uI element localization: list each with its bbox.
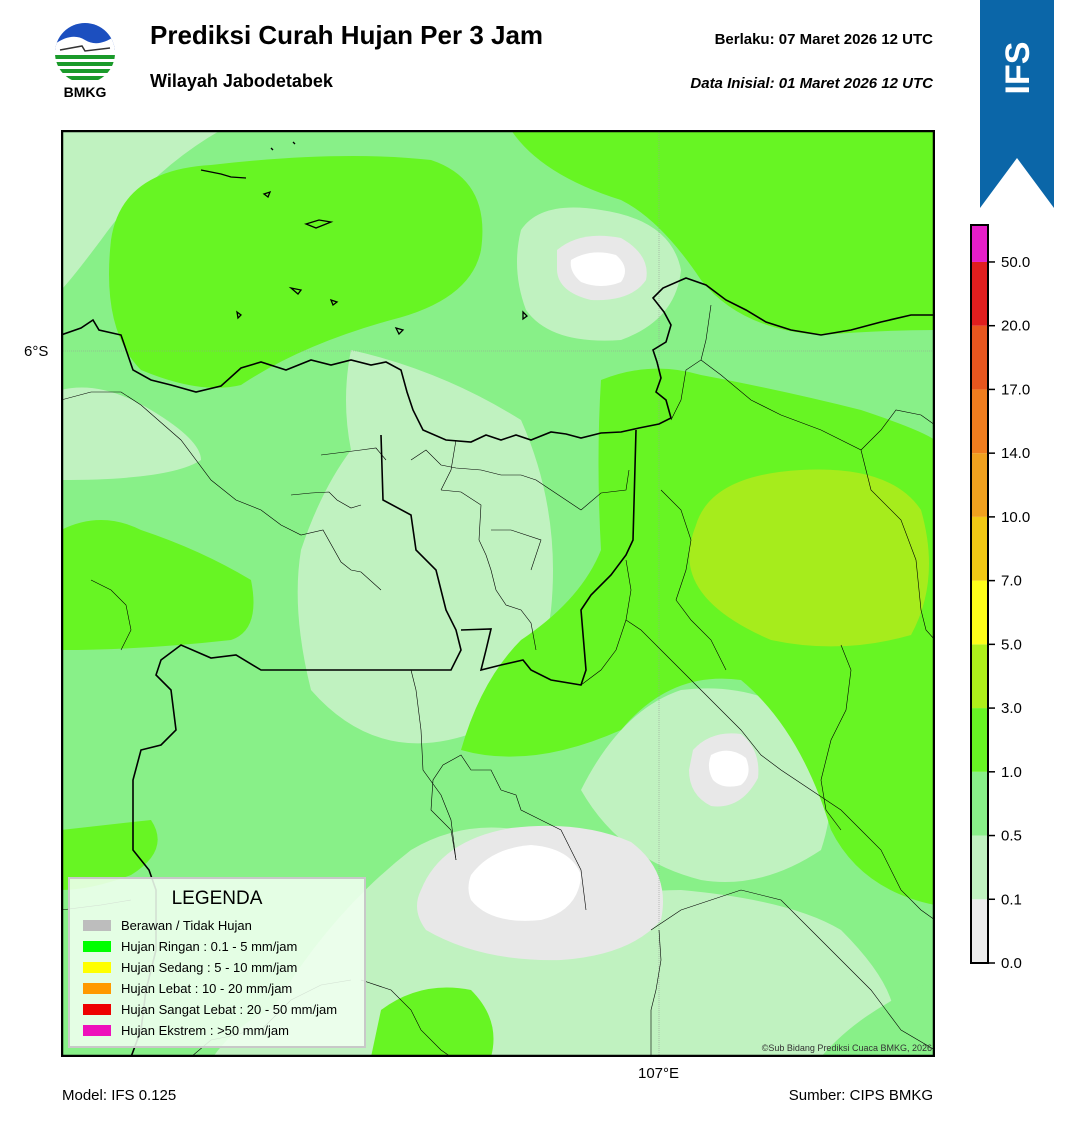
ribbon-banner (980, 0, 1054, 208)
valid-time: Berlaku: 07 Maret 2026 12 UTC (714, 31, 933, 48)
colorbar-tick-label: 0.5 (1001, 828, 1022, 845)
region-subtitle: Wilayah Jabodetabek (150, 71, 333, 91)
colorbar-segment (971, 516, 988, 581)
province-boundary-east (460, 429, 637, 686)
colorbar-segment (971, 708, 988, 772)
colorbar-segment (971, 644, 988, 709)
model-ribbon: IFS (980, 0, 1054, 210)
legend-label: Hujan Lebat : 10 - 20 mm/jam (121, 981, 293, 997)
colorbar-tick-label: 5.0 (1001, 636, 1022, 653)
legend-item: Hujan Ringan : 0.1 - 5 mm/jam (83, 938, 297, 956)
model-label: Model: IFS 0.125 (62, 1087, 177, 1104)
legend-item: Hujan Sangat Lebat : 20 - 50 mm/jam (83, 1001, 337, 1019)
legend-label: Hujan Ekstrem : >50 mm/jam (121, 1023, 289, 1039)
legend-label: Berawan / Tidak Hujan (121, 918, 252, 934)
logo-text: BMKG (63, 84, 107, 100)
colorbar-tick-label: 20.0 (1001, 318, 1030, 335)
legend-item: Hujan Ekstrem : >50 mm/jam (83, 1022, 289, 1040)
legend-swatch (83, 1004, 111, 1016)
legend-item: Hujan Sedang : 5 - 10 mm/jam (83, 959, 297, 977)
legend-label: Hujan Sangat Lebat : 20 - 50 mm/jam (121, 1002, 338, 1018)
ribbon-text: IFS (999, 42, 1037, 95)
colorbar-segment (971, 899, 988, 963)
initial-data-time: Data Inisial: 01 Maret 2026 12 UTC (690, 75, 933, 92)
legend-swatch (83, 941, 111, 953)
colorbar-tick-label: 1.0 (1001, 764, 1022, 781)
colorbar-frame (970, 224, 989, 964)
colorbar-tick-label: 7.0 (1001, 573, 1022, 590)
bmkg-logo (52, 20, 118, 102)
legend-item: Berawan / Tidak Hujan (83, 917, 252, 935)
copyright-text: ©Sub Bidang Prediksi Cuaca BMKG, 2026 (761, 1043, 932, 1053)
colorbar: 0.0 0.1 0.5 1.0 3.0 5.0 7.0 10.0 14.0 17.0 20.0 50.… (968, 223, 1072, 972)
colorbar-tick-label: 0.1 (1001, 891, 1022, 908)
colorbar-tick-label: 3.0 (1001, 700, 1022, 717)
legend-title: LEGENDA (171, 888, 263, 909)
colorbar-segment (971, 580, 988, 645)
bmkg-emblem-icon (55, 23, 115, 80)
legend-box: LEGENDA Berawan / Tidak Hujan Hujan Ring… (68, 877, 366, 1048)
latitude-label: 6°S (24, 343, 49, 360)
colorbar-segment (971, 389, 988, 454)
longitude-label: 107°E (638, 1065, 680, 1082)
legend-label: Hujan Sedang : 5 - 10 mm/jam (121, 960, 298, 976)
colorbar-segment (971, 835, 988, 900)
page-title: Prediksi Curah Hujan Per 3 Jam (150, 20, 544, 50)
colorbar-tick-label: 17.0 (1001, 381, 1030, 398)
colorbar-tick-label: 14.0 (1001, 445, 1030, 462)
rainfall-map (61, 130, 935, 1057)
colorbar-segment (971, 453, 988, 517)
map-frame (61, 130, 935, 1057)
colorbar-segment (971, 325, 988, 390)
legend-swatch (83, 983, 111, 995)
colorbar-tick-label: 50.0 (1001, 254, 1030, 271)
colorbar-tick-label: 10.0 (1001, 509, 1030, 526)
coastline (61, 277, 935, 443)
colorbar-segment (971, 225, 988, 262)
source-label: Sumber: CIPS BMKG (788, 1087, 933, 1104)
legend-item: Hujan Lebat : 10 - 20 mm/jam (83, 980, 292, 998)
legend-swatch (83, 1025, 111, 1037)
legend-swatch (83, 962, 111, 974)
legend-swatch (83, 920, 111, 932)
colorbar-segment (971, 261, 988, 326)
colorbar-segment (971, 771, 988, 836)
colorbar-tick-label: 0.0 (1001, 955, 1022, 971)
islands (200, 141, 528, 336)
legend-label: Hujan Ringan : 0.1 - 5 mm/jam (121, 939, 298, 955)
